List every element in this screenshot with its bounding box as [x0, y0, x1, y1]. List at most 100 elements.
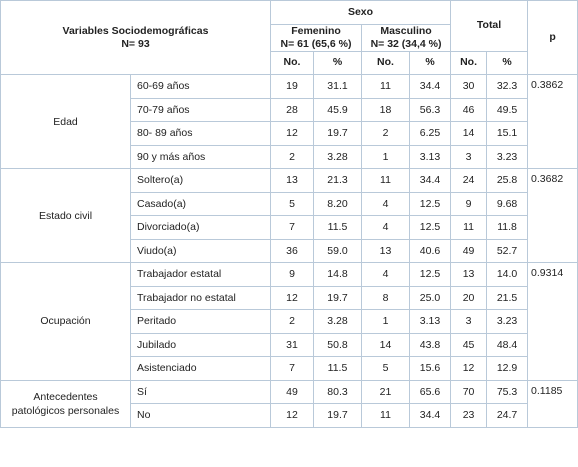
femenino-header: Femenino N= 61 (65,6 %) [270, 23, 362, 52]
table-row: Antecedentes patológicos personales Sí 49 80… [0, 379, 578, 428]
cell-m-pct: 15.6 [408, 356, 452, 381]
sociodemographic-table: Variables Sociodemográficas N= 93 Sexo T… [0, 0, 578, 428]
cell-t-no: 9 [450, 191, 488, 216]
cell-f-no: 12 [270, 121, 314, 146]
cell-f-pct: 21.3 [313, 168, 362, 193]
cell-f-no: 7 [270, 215, 314, 240]
cell-t-no: 11 [450, 215, 488, 240]
cell-f-pct: 14.8 [313, 262, 362, 287]
total-header: Total [450, 0, 529, 52]
variables-title: Variables Sociodemográficas [62, 24, 209, 37]
cell-m-no: 2 [361, 121, 410, 146]
femenino-n: N= 61 (65,6 %) [280, 37, 352, 50]
sexo-header: Sexo [269, 0, 452, 25]
cell-f-no: 19 [270, 74, 314, 99]
cell-f-pct: 31.1 [313, 74, 362, 99]
cell-t-pct: 52.7 [486, 238, 529, 263]
cell-t-no: 70 [450, 379, 488, 404]
m-no-header: No. [361, 50, 410, 75]
table-row: Divorciado(a) 7 11.5 4 12.5 11 11.8 [1, 215, 578, 240]
table-row: Estado civil Soltero(a) 13 21.3 11 34.4 24 25.8… [0, 168, 578, 263]
masculino-n: N= 32 (34,4 %) [370, 37, 442, 50]
cell-t-no: 23 [450, 403, 488, 428]
cell-t-pct: 24.7 [486, 403, 529, 428]
cell-m-pct: 43.8 [408, 332, 452, 357]
variable-label-line: Antecedentes [33, 390, 98, 403]
category-label: Divorciado(a) [130, 215, 271, 240]
cell-f-pct: 19.7 [313, 121, 362, 146]
cell-m-no: 13 [361, 238, 410, 263]
table-row: Viudo(a) 36 59.0 13 40.6 49 52.7 [1, 238, 578, 263]
cell-t-pct: 14.0 [486, 262, 529, 287]
cell-t-pct: 21.5 [486, 285, 529, 310]
p-value: 0.3682 [527, 168, 578, 263]
p-value: 0.3862 [527, 74, 578, 169]
cell-t-pct: 75.3 [486, 379, 529, 404]
cell-t-no: 46 [450, 97, 488, 122]
cell-f-pct: 11.5 [313, 356, 362, 381]
cell-m-no: 4 [361, 191, 410, 216]
table-row: Casado(a) 5 8.20 4 12.5 9 9.68 [1, 191, 578, 216]
cell-t-pct: 32.3 [486, 74, 529, 99]
m-pct-header: % [408, 50, 452, 75]
cell-f-pct: 19.7 [313, 403, 362, 428]
cell-m-pct: 3.13 [408, 309, 452, 334]
cell-t-pct: 12.9 [486, 356, 529, 381]
cell-m-no: 5 [361, 356, 410, 381]
category-label: Peritado [130, 309, 271, 334]
cell-m-no: 1 [361, 144, 410, 169]
cell-t-pct: 49.5 [486, 97, 529, 122]
cell-m-no: 8 [361, 285, 410, 310]
cell-f-pct: 50.8 [313, 332, 362, 357]
f-no-header: No. [270, 50, 314, 75]
category-label: Trabajador no estatal [130, 285, 271, 310]
cell-t-no: 49 [450, 238, 488, 263]
cell-f-pct: 3.28 [313, 144, 362, 169]
cell-t-pct: 3.23 [486, 144, 529, 169]
cell-f-pct: 3.28 [313, 309, 362, 334]
category-label: 80- 89 años [130, 121, 271, 146]
cell-t-no: 30 [450, 74, 488, 99]
category-label: Jubilado [130, 332, 271, 357]
t-no-header: No. [450, 50, 488, 75]
cell-f-no: 9 [270, 262, 314, 287]
cell-m-pct: 56.3 [408, 97, 452, 122]
cell-m-pct: 65.6 [408, 379, 452, 404]
variable-label-line: Ocupación [40, 315, 91, 328]
table-body: Edad 60-69 años 19 31.1 11 34.4 30 32.3 0.3862 70… [0, 74, 578, 428]
p-value: 0.9314 [527, 262, 578, 381]
category-label: Soltero(a) [130, 168, 271, 193]
category-label: Asistenciado [130, 356, 271, 381]
category-label: Viudo(a) [130, 238, 271, 263]
category-label: No [130, 403, 271, 428]
cell-m-no: 11 [361, 403, 410, 428]
cell-f-no: 2 [270, 309, 314, 334]
cell-f-no: 5 [270, 191, 314, 216]
cell-m-pct: 25.0 [408, 285, 452, 310]
variables-n: N= 93 [121, 37, 150, 50]
category-label: 90 y más años [130, 144, 271, 169]
variables-header: Variables Sociodemográficas N= 93 [0, 0, 271, 75]
cell-m-no: 1 [361, 309, 410, 334]
table-row: Peritado 2 3.28 1 3.13 3 3.23 [1, 309, 578, 334]
cell-m-no: 4 [361, 215, 410, 240]
cell-m-no: 11 [361, 74, 410, 99]
cell-t-pct: 9.68 [486, 191, 529, 216]
cell-f-no: 31 [270, 332, 314, 357]
cell-m-no: 18 [361, 97, 410, 122]
cell-f-pct: 8.20 [313, 191, 362, 216]
cell-m-no: 11 [361, 168, 410, 193]
cell-m-no: 21 [361, 379, 410, 404]
cell-m-pct: 12.5 [408, 262, 452, 287]
variable-label: Ocupación [0, 262, 131, 381]
cell-m-pct: 40.6 [408, 238, 452, 263]
cell-t-pct: 25.8 [486, 168, 529, 193]
table-row: Ocupación Trabajador estatal 9 14.8 4 12.5 13 1… [0, 262, 578, 381]
category-label: Trabajador estatal [130, 262, 271, 287]
cell-m-pct: 12.5 [408, 215, 452, 240]
category-label: Casado(a) [130, 191, 271, 216]
cell-f-no: 13 [270, 168, 314, 193]
masculino-title: Masculino [380, 24, 432, 37]
variable-label-line: patológicos personales [11, 404, 120, 417]
cell-f-no: 2 [270, 144, 314, 169]
